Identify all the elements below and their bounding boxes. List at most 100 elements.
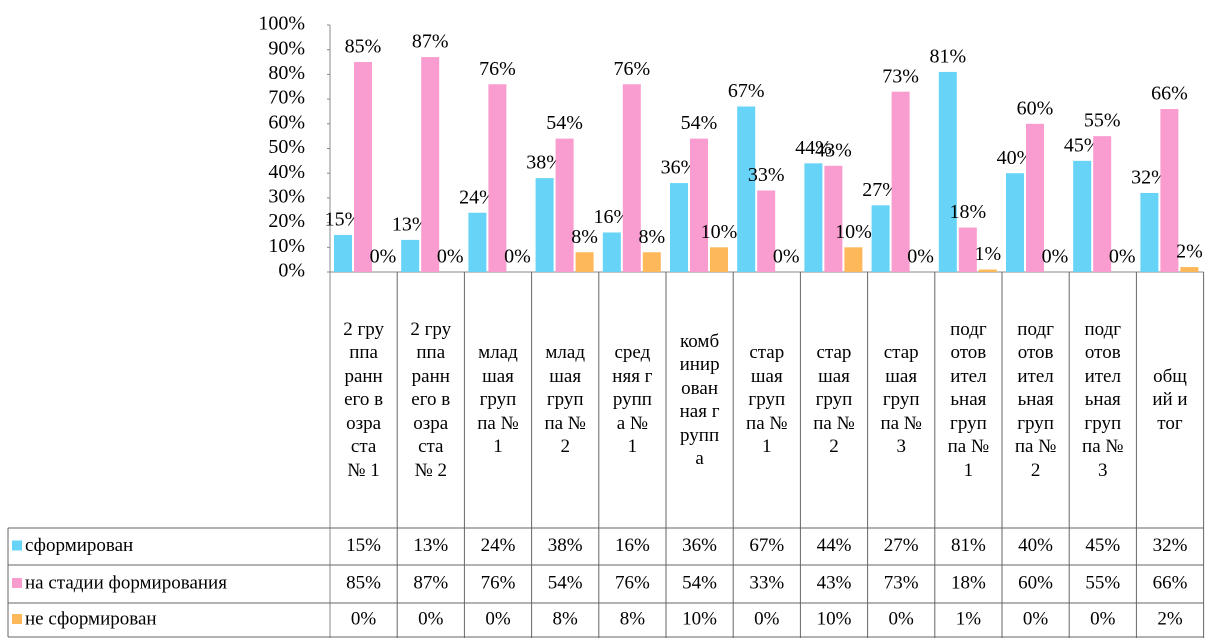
table-value: 36% [682,535,717,556]
table-value: 8% [620,608,646,629]
table-value: 40% [1018,535,1053,556]
x-tick-label-text: подготовительная группа № 2 [1014,318,1057,481]
data-label: 36% [661,157,698,179]
bar [690,138,708,272]
data-label: 2% [1176,241,1203,263]
data-label: 24% [459,186,496,208]
table-value: 10% [817,608,852,629]
data-label: 10% [701,221,738,243]
legend-key [12,578,22,588]
table-value: 1% [956,608,982,629]
data-label: 10% [835,221,872,243]
x-tick-label: средняя группа № 1 [599,272,666,528]
bar [468,212,487,272]
x-tick-label-text: старшая группа № 2 [813,342,855,458]
table-value: 85% [346,572,381,593]
bar [1180,267,1199,272]
data-label: 45% [1064,134,1101,156]
x-tick-label: старшая группа № 1 [733,272,800,528]
data-label: 8% [638,226,665,248]
data-label: 43% [815,139,852,161]
bar [757,190,776,272]
table-value: 66% [1153,572,1188,593]
table-value: 8% [553,608,579,629]
table-value: 44% [817,535,852,556]
table-value: 16% [615,535,650,556]
data-label: 1% [974,243,1001,265]
data-label: 73% [882,65,919,87]
bar [938,71,957,273]
bar [891,91,910,272]
bar [535,178,554,272]
table-value: 0% [418,608,444,629]
bar [575,252,594,272]
y-tick-label: 50% [268,136,305,158]
bar [334,234,352,272]
x-tick-label: старшая группа № 3 [868,272,935,528]
data-label: 16% [593,206,630,228]
bar [622,84,641,272]
x-tick-label-text: старшая группа № 3 [880,342,922,458]
legend-label: на стадии формирования [25,572,227,593]
y-tick-label: 20% [268,210,305,232]
table-value: 73% [884,572,919,593]
bar [1160,108,1179,272]
bar [602,232,621,272]
bar [1093,136,1112,272]
x-tick-label: младшая группа № 2 [532,272,599,528]
x-tick-label: подготовительная группа № 3 [1069,272,1136,528]
bar [488,84,507,272]
data-label: 0% [1109,246,1136,268]
x-tick-label-text: средняя группа № 1 [612,342,653,458]
bar [958,227,977,272]
table-value: 87% [413,572,448,593]
bar [354,62,372,272]
y-tick-label: 100% [258,13,305,35]
bar [978,269,997,272]
table-value: 13% [413,535,448,556]
table-value: 76% [615,572,650,593]
data-label: 0% [370,246,397,268]
table-value: 2% [1157,608,1183,629]
table-value: 38% [548,535,583,556]
x-tick-label: 2 группа раннего возраста № 1 [330,272,397,528]
x-tick-label-text: старшая группа № 1 [746,342,788,458]
table-value: 10% [682,608,717,629]
data-label: 54% [546,112,583,134]
data-label: 87% [412,31,449,53]
legend-label: сформирован [25,535,133,556]
x-tick-label-text: комбинированная группа [679,330,720,470]
table-value: 0% [1023,608,1049,629]
bar [710,247,728,272]
data-label: 60% [1017,97,1054,119]
data-label: 0% [504,246,531,268]
data-label: 55% [1084,110,1121,132]
x-tick-label: комбинированная группа [666,272,733,528]
data-label: 0% [1042,246,1069,268]
x-tick-label: 2 группа раннего возраста № 2 [397,272,464,528]
bar [737,106,756,272]
x-tick-label: подготовительная группа № 2 [1002,272,1069,528]
data-label: 76% [479,58,516,80]
bar [642,252,661,272]
data-label: 13% [392,213,429,235]
table-value: 0% [351,608,377,629]
y-tick-label: 0% [278,260,305,282]
data-label: 66% [1151,83,1188,105]
bar [555,138,574,272]
y-tick-label: 70% [268,87,305,109]
bar [1073,160,1092,272]
x-tick-label-text: младшая группа № 1 [477,342,519,458]
table-value: 0% [1090,608,1116,629]
data-label: 76% [613,58,650,80]
table-value: 55% [1085,572,1120,593]
x-tick-label: подготовительная группа № 1 [935,272,1002,528]
bar [1006,173,1024,272]
legend-key [12,540,22,551]
data-label: 18% [949,201,986,223]
y-tick-label: 30% [268,185,305,207]
x-tick-label: старшая группа № 2 [800,272,867,528]
bar [844,247,863,272]
x-tick-label-text: подготовительная группа № 1 [947,318,990,481]
